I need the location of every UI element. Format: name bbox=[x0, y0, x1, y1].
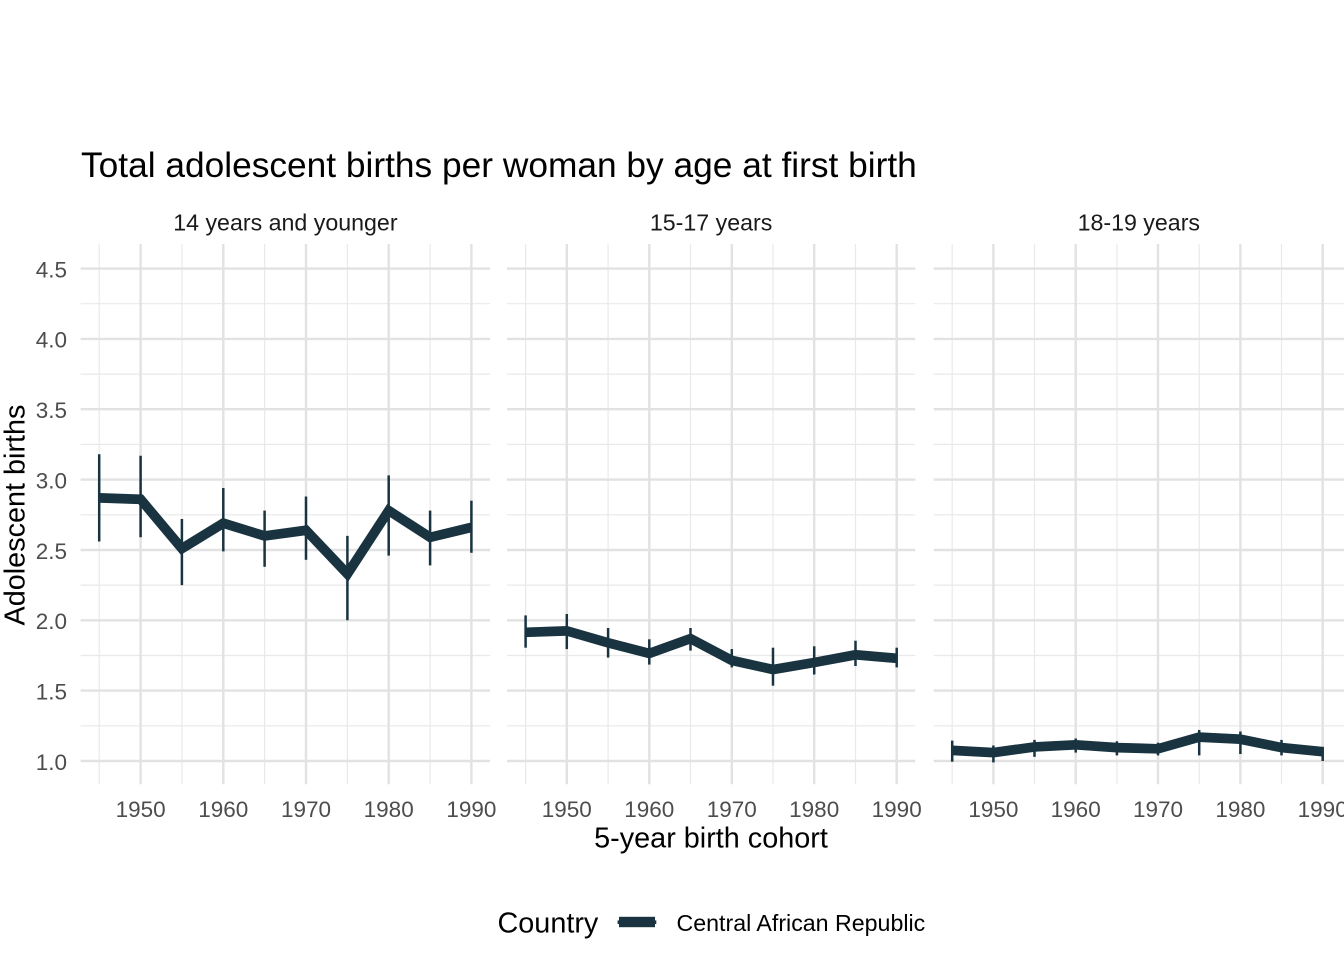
svg-text:18-19 years: 18-19 years bbox=[1078, 210, 1200, 236]
svg-text:1990: 1990 bbox=[1298, 797, 1344, 822]
svg-text:4.0: 4.0 bbox=[36, 328, 67, 353]
svg-text:1970: 1970 bbox=[281, 797, 331, 822]
svg-text:2.5: 2.5 bbox=[36, 539, 67, 564]
svg-text:1990: 1990 bbox=[446, 797, 496, 822]
svg-text:3.5: 3.5 bbox=[36, 398, 67, 423]
svg-text:1980: 1980 bbox=[1215, 797, 1265, 822]
svg-text:4.5: 4.5 bbox=[36, 257, 67, 282]
svg-text:1950: 1950 bbox=[968, 797, 1018, 822]
svg-text:3.0: 3.0 bbox=[36, 468, 67, 493]
svg-text:Country: Country bbox=[498, 908, 599, 940]
svg-text:14 years and younger: 14 years and younger bbox=[173, 210, 398, 236]
svg-text:1950: 1950 bbox=[116, 797, 166, 822]
svg-text:1.0: 1.0 bbox=[36, 750, 67, 775]
svg-text:Adolescent births: Adolescent births bbox=[0, 405, 32, 626]
svg-text:2.0: 2.0 bbox=[36, 609, 67, 634]
svg-text:1.5: 1.5 bbox=[36, 679, 67, 704]
svg-text:1970: 1970 bbox=[707, 797, 757, 822]
svg-text:Total adolescent births per wo: Total adolescent births per woman by age… bbox=[81, 146, 917, 185]
svg-text:1980: 1980 bbox=[364, 797, 414, 822]
svg-text:1980: 1980 bbox=[789, 797, 839, 822]
svg-text:1990: 1990 bbox=[872, 797, 922, 822]
svg-text:Central African Republic: Central African Republic bbox=[677, 910, 926, 936]
svg-text:15-17 years: 15-17 years bbox=[650, 210, 772, 236]
svg-text:1950: 1950 bbox=[542, 797, 592, 822]
svg-text:1970: 1970 bbox=[1133, 797, 1183, 822]
svg-text:1960: 1960 bbox=[1051, 797, 1101, 822]
svg-text:1960: 1960 bbox=[198, 797, 248, 822]
svg-text:1960: 1960 bbox=[624, 797, 674, 822]
svg-text:5-year birth cohort: 5-year birth cohort bbox=[594, 823, 828, 855]
